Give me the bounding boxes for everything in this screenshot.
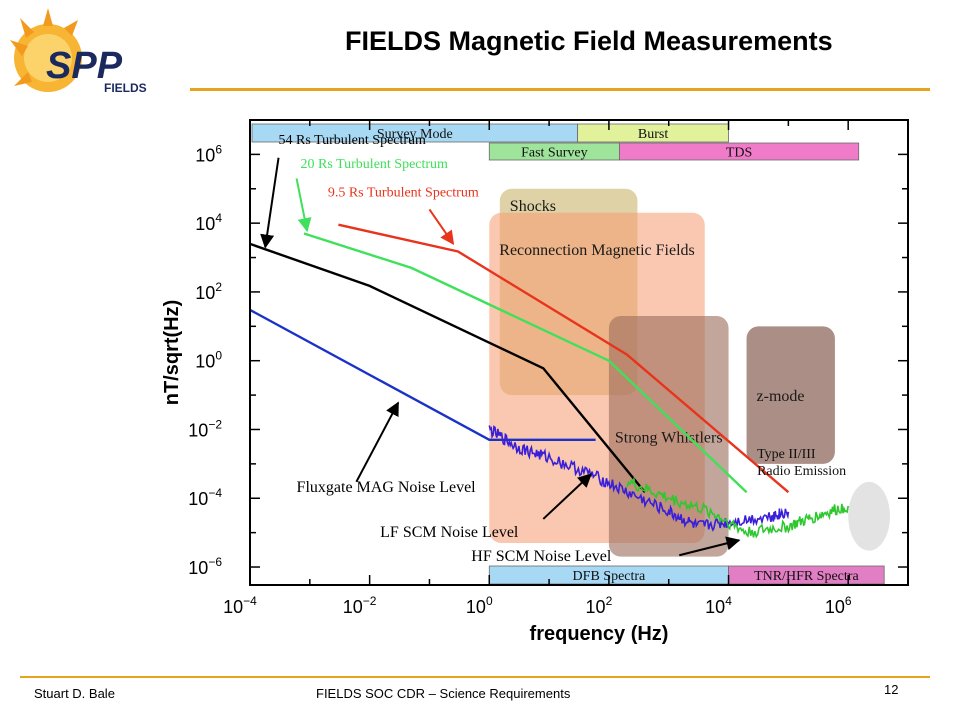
sun-icon bbox=[10, 8, 82, 92]
annotation-hf-scm-noise-level: HF SCM Noise Level bbox=[471, 548, 612, 565]
x-tick-label: 104 bbox=[705, 594, 732, 617]
annotation-labels: Type II/III Radio Emission 54 Rs Turbulent… bbox=[279, 133, 847, 565]
x-tick-label: 102 bbox=[586, 594, 613, 617]
annotation-9-5-rs-turbulent-spectrum: 9.5 Rs Turbulent Spectrum bbox=[328, 185, 479, 200]
radio-emission-label: Type II/III Radio Emission bbox=[757, 447, 846, 479]
annotation-fluxgate-mag-noise-level: Fluxgate MAG Noise Level bbox=[297, 479, 477, 496]
series-9-5-rs-turbulent-spectrum bbox=[338, 223, 790, 494]
x-tick-label: 100 bbox=[466, 594, 493, 617]
annotation-20-rs-turbulent-spectrum: 20 Rs Turbulent Spectrum bbox=[301, 157, 449, 172]
region-strong-whistlers bbox=[608, 315, 729, 557]
x-tick-label: 10−2 bbox=[343, 594, 377, 617]
y-tick-label: 104 bbox=[195, 211, 222, 234]
series-fluxgate-mag-noise-level bbox=[249, 308, 596, 441]
mode-band-burst bbox=[577, 123, 729, 143]
footer-divider bbox=[20, 676, 930, 678]
x-tick-label: 106 bbox=[825, 594, 852, 617]
annotation-arrow bbox=[679, 536, 741, 557]
annotation-arrow bbox=[295, 178, 312, 233]
page-number: 12 bbox=[884, 682, 899, 697]
x-axis-label: frequency (Hz) bbox=[530, 623, 669, 645]
annotation-arrows bbox=[260, 157, 741, 557]
logo-subtext: FIELDS bbox=[104, 81, 147, 95]
axes: 10−4 10−2 100 102 104 106 106 104 102 100 10−2 10−4… bbox=[161, 119, 909, 645]
region-label: Shocks bbox=[510, 198, 556, 215]
footer-title: FIELDS SOC CDR – Science Requirements bbox=[316, 686, 571, 701]
y-tick-label: 10−6 bbox=[188, 555, 222, 578]
mode-band-label: TNR/HFR Spectra bbox=[754, 569, 859, 584]
region-label: z-mode bbox=[757, 388, 805, 405]
series-20-rs-turbulent-spectrum bbox=[303, 232, 748, 494]
y-axis-label: nT/sqrt(Hz) bbox=[161, 300, 183, 406]
science-regions: Shocks Reconnection Magnetic Fields Strong… bbox=[489, 188, 890, 557]
logo-text: SPP bbox=[46, 45, 123, 87]
series-hf-scm-noise-level bbox=[626, 476, 849, 539]
mode-band-label: Fast Survey bbox=[521, 146, 588, 161]
series-lf-scm-noise-level bbox=[488, 425, 790, 532]
y-tick-label: 10−4 bbox=[188, 486, 222, 509]
region-label: Strong Whistlers bbox=[615, 429, 723, 446]
mode-band-label: TDS bbox=[726, 146, 752, 161]
footer-author: Stuart D. Bale bbox=[34, 686, 115, 701]
plot-frame bbox=[249, 119, 909, 586]
annotation-arrow bbox=[260, 157, 280, 249]
region-z-mode bbox=[746, 326, 835, 464]
mode-band-label: Burst bbox=[638, 127, 668, 142]
title-divider bbox=[190, 88, 930, 91]
x-tick-label: 10−4 bbox=[223, 594, 257, 617]
series-54-rs-turbulent-spectrum bbox=[249, 242, 646, 493]
y-tick-label: 10−2 bbox=[188, 417, 222, 440]
annotation-54-rs-turbulent-spectrum: 54 Rs Turbulent Spectrum bbox=[279, 133, 427, 148]
y-tick-label: 100 bbox=[195, 349, 222, 372]
region-label: Reconnection Magnetic Fields bbox=[499, 242, 695, 259]
y-tick-label: 102 bbox=[195, 280, 222, 303]
series-lines bbox=[249, 223, 849, 539]
annotation-lf-scm-noise-level: LF SCM Noise Level bbox=[380, 524, 519, 541]
slide-title: FIELDS Magnetic Field Measurements bbox=[345, 26, 833, 56]
spp-fields-logo: SPP FIELDS bbox=[10, 8, 147, 95]
annotation-arrow bbox=[428, 208, 455, 246]
y-tick-label: 106 bbox=[195, 142, 222, 165]
region-type-ii-iii-radio-emission bbox=[848, 481, 890, 551]
mode-band-label: Survey Mode bbox=[377, 127, 453, 142]
mode-band-tds bbox=[619, 142, 860, 161]
annotation-arrow bbox=[355, 401, 400, 483]
annotation-arrow bbox=[542, 473, 592, 520]
